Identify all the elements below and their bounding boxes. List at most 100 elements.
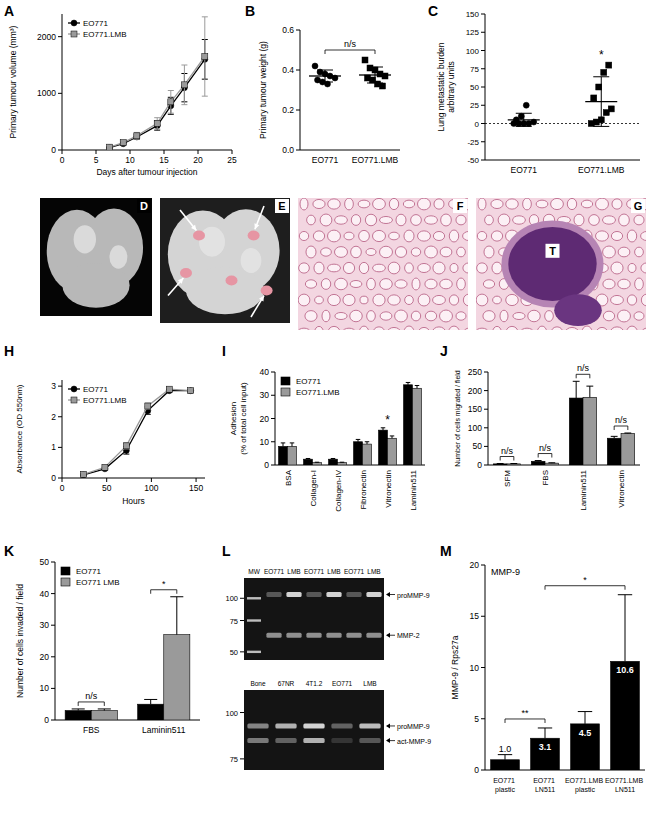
lane-label: EO771 [304, 568, 325, 575]
tissue-texture [322, 310, 330, 322]
image-panel [476, 198, 646, 330]
x-tick-label: 150 [189, 483, 203, 493]
plot-area [65, 597, 190, 720]
panel-letter: J [440, 343, 448, 359]
y-tick-label: 150 [468, 404, 482, 414]
legend-label: EO771.LMB [296, 388, 340, 397]
y-axis-line [55, 562, 56, 720]
tissue-texture [350, 280, 362, 287]
y-tick [481, 770, 485, 771]
y-tick-label: 1 [51, 442, 56, 452]
tissue-texture [440, 247, 452, 257]
lane-label: MW [248, 568, 260, 575]
x-tick-label: 20 [193, 155, 203, 165]
tissue-texture [634, 215, 644, 225]
tissue-texture [441, 214, 452, 226]
gel-band [275, 738, 296, 743]
tissue-texture [380, 279, 393, 290]
error-bar [144, 699, 157, 704]
tissue-texture [596, 231, 609, 241]
error-bar [306, 458, 311, 460]
y-tick [481, 141, 485, 142]
marker [102, 464, 108, 470]
annotation: n/s [615, 415, 628, 425]
panel-letter: C [428, 3, 438, 19]
y-tick [296, 30, 300, 31]
label-line: plastic [495, 786, 515, 794]
arrow [180, 210, 196, 231]
tissue-background [298, 198, 468, 330]
x-tick-label: BSA [284, 469, 293, 486]
annotation: T [549, 245, 556, 257]
x-tick-label: SFM [503, 470, 512, 487]
y-tick-label: 3 [51, 381, 56, 391]
arrow-head [259, 296, 264, 302]
tissue-texture [483, 280, 494, 288]
tissue-texture [320, 214, 332, 226]
marker [188, 388, 194, 394]
tissue-texture [365, 214, 376, 226]
y-tick [481, 160, 485, 161]
tissue-texture [433, 231, 444, 240]
x-axis-line [485, 160, 640, 161]
legend-label: EO771.LMB [83, 30, 127, 39]
y-tick [484, 465, 488, 466]
tissue-texture [389, 198, 398, 209]
tissue-texture [335, 278, 348, 290]
panel-letter: F [457, 200, 464, 212]
y-tick-label: 0 [477, 460, 482, 470]
sd-bar [317, 70, 333, 82]
marker [380, 83, 386, 89]
y-tick [58, 447, 62, 448]
tissue-texture [418, 263, 431, 272]
band-label: proMMP-9 [397, 592, 430, 600]
bar [313, 463, 322, 465]
panel-letter: M [440, 543, 452, 559]
x-tick [232, 150, 233, 154]
lung-lobe [62, 263, 129, 308]
x-tick-label: Vitronectin [617, 470, 626, 508]
arrow [251, 296, 264, 318]
marker [123, 443, 129, 449]
x-tick-label: FBS [83, 725, 100, 735]
y-tick [481, 616, 485, 617]
x-tick-label: 0 [60, 483, 65, 493]
error-bar [290, 443, 295, 446]
bar [404, 385, 413, 465]
plot-area [491, 595, 640, 770]
bar [65, 711, 91, 720]
y-tick [484, 446, 488, 447]
bar [621, 433, 635, 465]
tissue-texture [411, 215, 422, 226]
annotation: * [599, 48, 604, 62]
bar [279, 446, 288, 465]
y-tick-label: 20 [40, 652, 50, 662]
y-tick [51, 656, 55, 657]
tissue-texture [389, 232, 400, 240]
bar [388, 438, 397, 465]
tissue-texture [412, 278, 420, 290]
x-tick [130, 150, 131, 154]
annotation: n/s [85, 691, 98, 701]
tissue-texture [603, 216, 616, 224]
x-tick-label: EO771 [511, 165, 538, 175]
tissue-texture [484, 246, 494, 258]
tissue-texture [321, 279, 330, 290]
tissue-texture [343, 294, 355, 305]
photo-background [40, 198, 152, 316]
marker [107, 145, 113, 150]
tissue-texture [351, 246, 362, 258]
y-tick-label: 0 [264, 460, 269, 470]
tissue-texture [307, 215, 316, 225]
y-axis-line [488, 372, 489, 465]
data-label: 4.5 [579, 728, 592, 738]
label-box [453, 199, 467, 213]
bar [338, 463, 347, 465]
y-tick [58, 36, 62, 37]
image-panel [40, 198, 152, 316]
tissue-texture [366, 248, 376, 255]
panel-letter: B [245, 3, 255, 19]
plot-area [485, 62, 640, 126]
y-tick [271, 372, 275, 373]
y-axis-line [300, 30, 301, 150]
